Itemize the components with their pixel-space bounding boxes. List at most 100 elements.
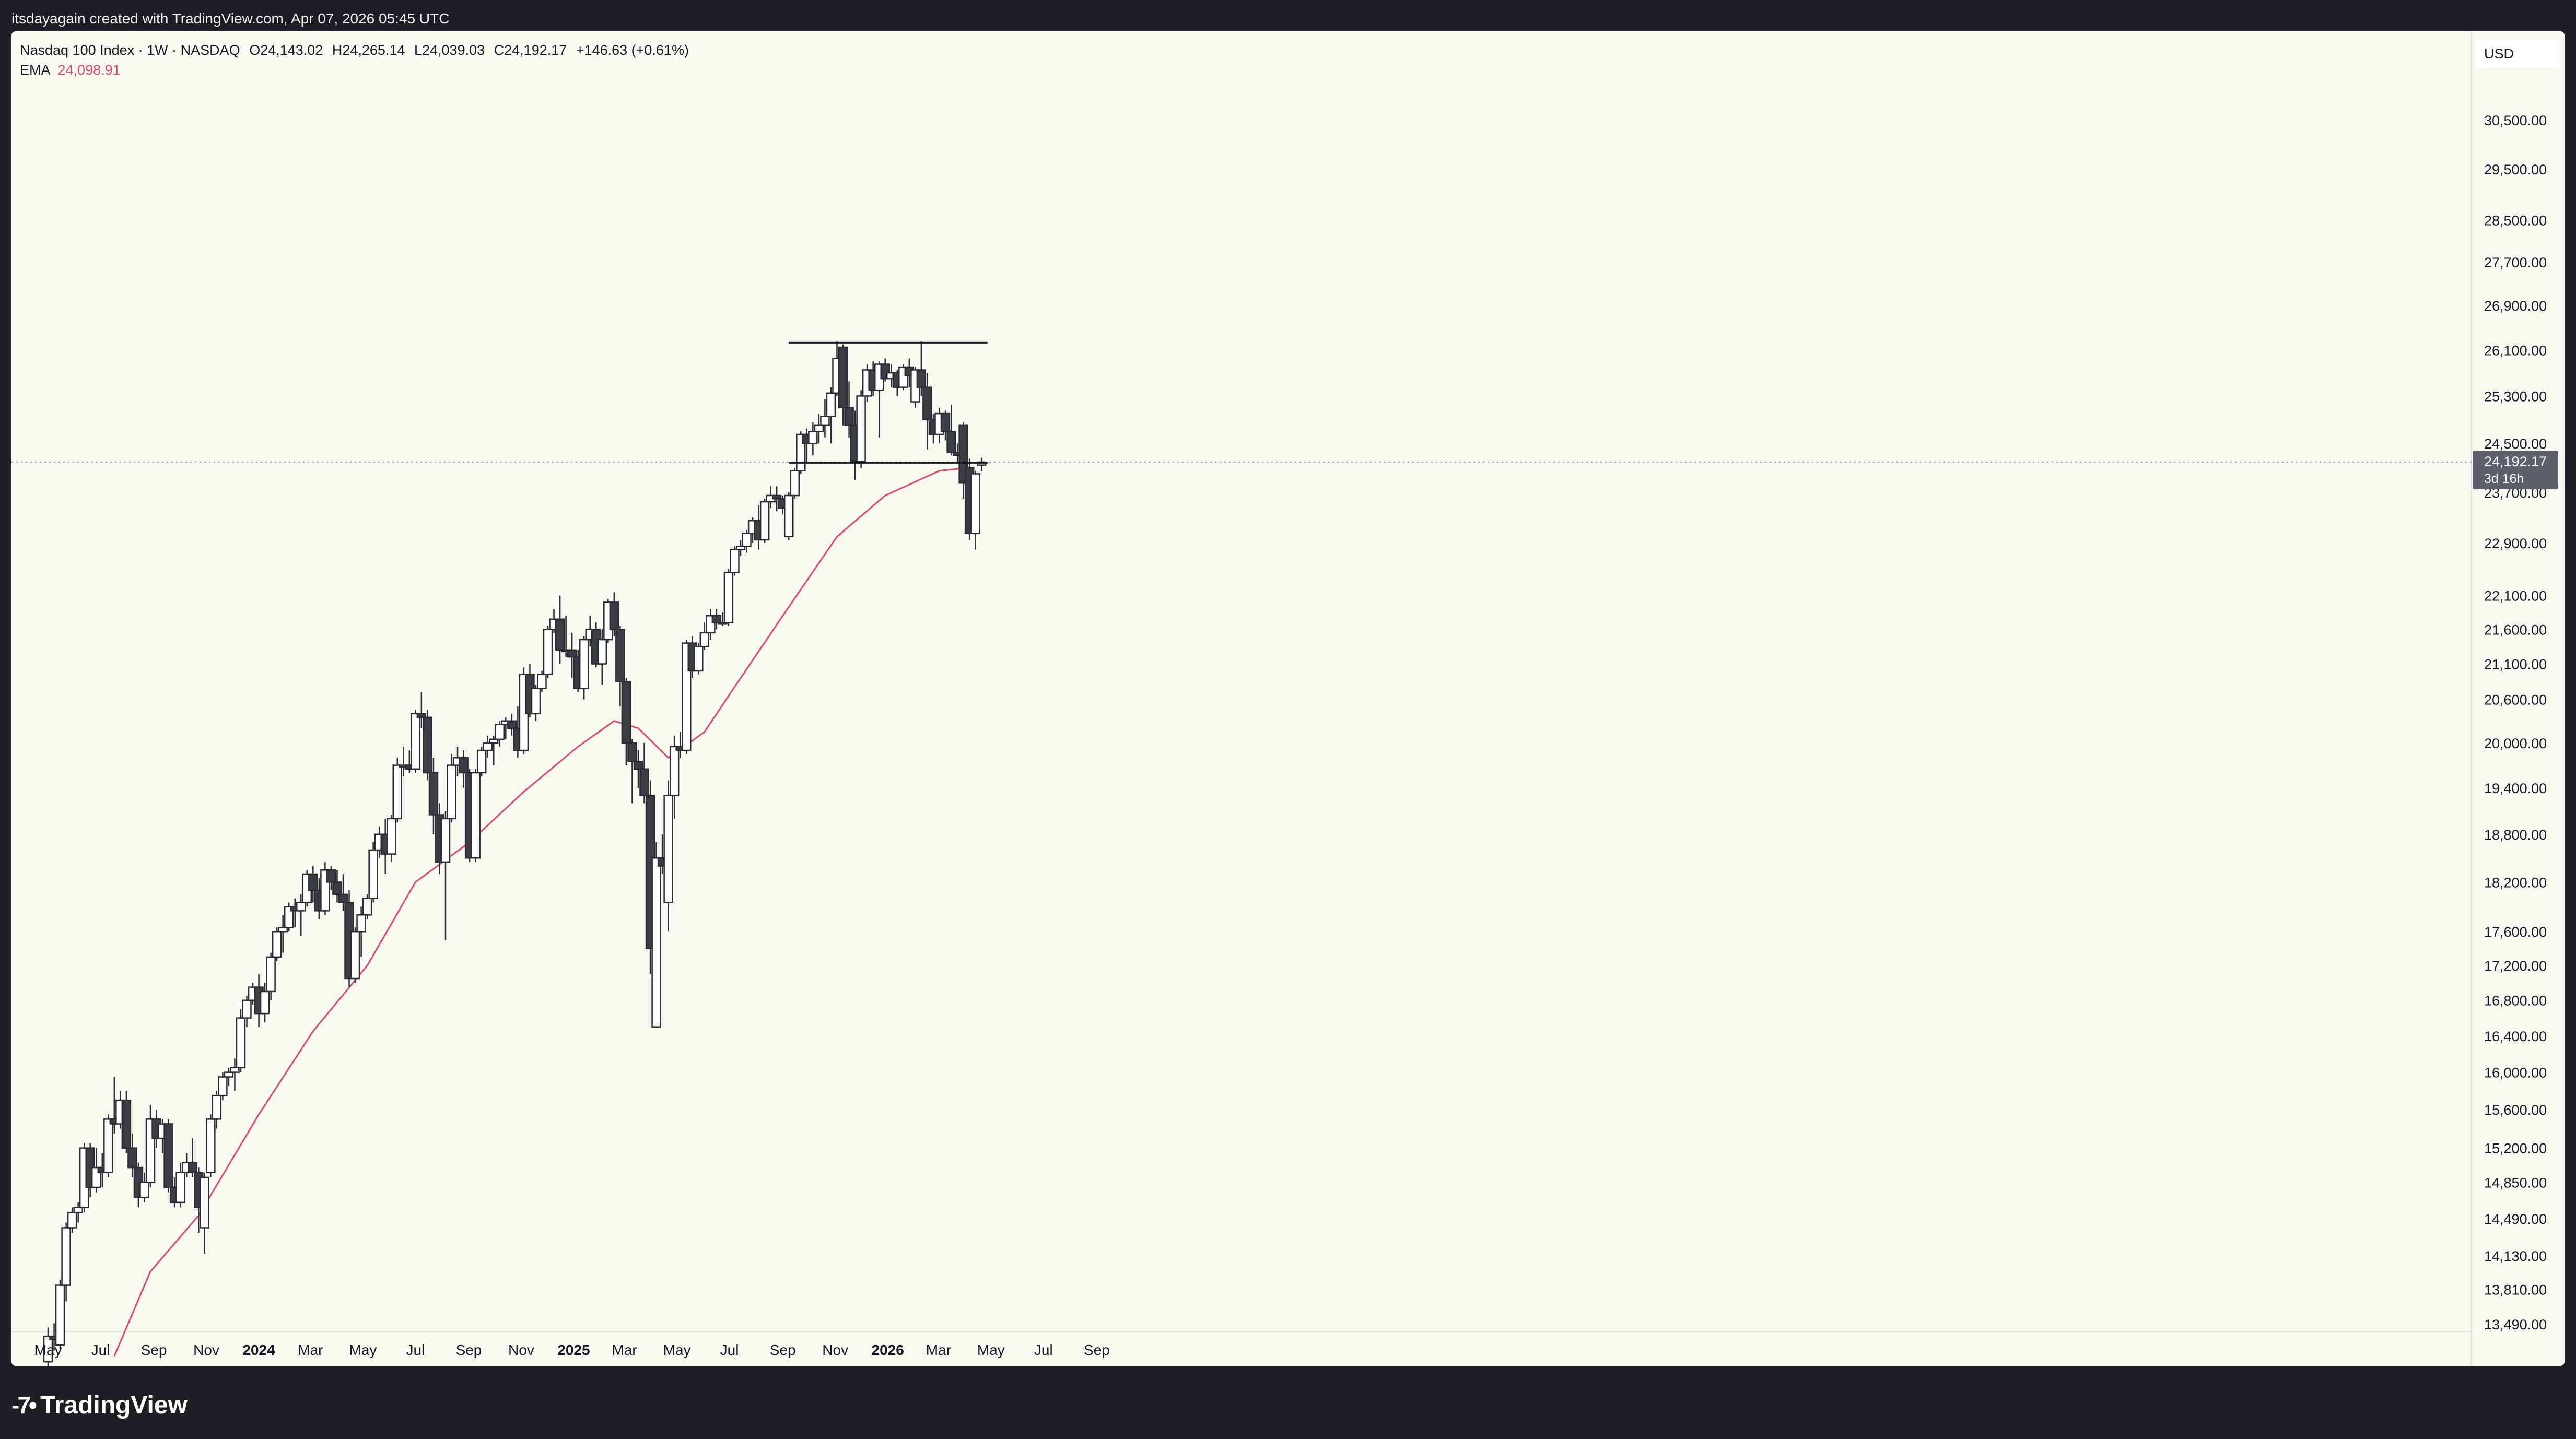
- price-tick-label: 26,900.00: [2484, 298, 2547, 314]
- time-tick-label: May: [349, 1342, 377, 1358]
- symbol-title[interactable]: Nasdaq 100 Index · 1W · NASDAQ: [20, 42, 240, 58]
- candle-body: [308, 873, 318, 891]
- candle-body: [206, 1118, 216, 1173]
- candle: [880, 358, 890, 382]
- candle-body: [579, 639, 589, 690]
- candle: [139, 1172, 149, 1202]
- candle-body: [356, 914, 366, 933]
- candle-body: [615, 629, 625, 682]
- candle: [922, 373, 932, 450]
- candle: [296, 894, 306, 936]
- candle-body: [103, 1118, 113, 1173]
- candle: [669, 735, 680, 819]
- candle: [567, 632, 577, 678]
- candle-body: [826, 392, 836, 418]
- candle: [735, 539, 746, 556]
- price-tick-label: 21,600.00: [2484, 622, 2547, 638]
- candle-body: [266, 956, 276, 993]
- candle: [537, 670, 547, 692]
- chart-panel[interactable]: 30,500.00 29,500.00 28,500.00 27,700.00 26,9…: [11, 31, 2565, 1366]
- currency-button[interactable]: USD: [2476, 40, 2559, 68]
- price-tick-label: 13,810.00: [2484, 1282, 2547, 1298]
- price-tick-label: 19,400.00: [2484, 781, 2547, 796]
- ohlc-low: L24,039.03: [414, 42, 485, 58]
- candles-group: [43, 341, 987, 1366]
- time-tick-label: Jul: [91, 1342, 110, 1358]
- time-tick-label: Sep: [1084, 1342, 1110, 1358]
- candle-body: [43, 1335, 53, 1363]
- time-tick-label: Mar: [612, 1342, 637, 1358]
- candle-body: [139, 1182, 149, 1198]
- indicator-legend[interactable]: EMA 24,098.91: [20, 60, 121, 80]
- time-tick-label: Jul: [1034, 1342, 1053, 1358]
- candle: [368, 842, 378, 903]
- candle-body: [856, 395, 866, 463]
- candle: [820, 398, 830, 438]
- candle-body: [633, 761, 643, 770]
- price-tick-label: 16,400.00: [2484, 1029, 2547, 1044]
- time-tick-label: May: [977, 1342, 1005, 1358]
- time-tick-label: Mar: [926, 1342, 951, 1358]
- candle: [350, 927, 360, 983]
- candle-body: [284, 906, 294, 928]
- candle: [597, 629, 607, 686]
- candle: [627, 739, 637, 804]
- candle-body: [242, 999, 252, 1019]
- candle-body: [483, 742, 493, 751]
- candle: [471, 769, 481, 862]
- candle-body: [368, 849, 378, 899]
- tradingview-logo[interactable]: ‑7• TradingView: [11, 1387, 188, 1423]
- candle: [266, 952, 276, 1000]
- price-tick-label: 17,600.00: [2484, 924, 2547, 940]
- candle: [278, 915, 288, 953]
- candle-body: [495, 724, 505, 740]
- candle: [224, 1067, 234, 1087]
- price-tick-label: 18,800.00: [2484, 827, 2547, 843]
- time-tick-label: Nov: [193, 1342, 219, 1358]
- candle-body: [609, 601, 619, 630]
- candle-body: [362, 898, 372, 916]
- candle-body: [783, 494, 794, 538]
- candlestick-chart[interactable]: 30,500.00 29,500.00 28,500.00 27,700.00 26,9…: [11, 31, 2565, 1366]
- time-tick-label: Nov: [822, 1342, 848, 1358]
- price-tick-label: 16,800.00: [2484, 993, 2547, 1009]
- time-tick-label: 2025: [557, 1342, 590, 1358]
- candle-body: [224, 1071, 234, 1078]
- candle: [555, 595, 565, 664]
- candle-body: [814, 424, 824, 432]
- candle-body: [459, 757, 469, 774]
- candle-body: [537, 674, 547, 690]
- candle: [230, 1058, 240, 1091]
- price-tick-label: 27,700.00: [2484, 255, 2547, 270]
- candle: [609, 592, 619, 636]
- candle: [723, 569, 734, 626]
- price-tick-label: 26,100.00: [2484, 343, 2547, 358]
- candle-body: [742, 533, 752, 547]
- time-tick-label: Nov: [508, 1342, 534, 1358]
- symbol-legend: Nasdaq 100 Index · 1W · NASDAQ O24,143.0…: [20, 40, 694, 61]
- candle: [615, 626, 625, 707]
- candle: [386, 815, 396, 862]
- candle: [844, 381, 854, 438]
- last-price-label-box: [2473, 450, 2558, 489]
- candle: [826, 387, 836, 444]
- candle: [488, 735, 499, 765]
- candle: [43, 1327, 53, 1366]
- candle-body: [163, 1123, 173, 1188]
- candle: [423, 710, 432, 781]
- ema-value: 24,098.91: [57, 62, 121, 78]
- time-tick-label: May: [663, 1342, 691, 1358]
- candle: [218, 1072, 228, 1101]
- price-tick-label: 29,500.00: [2484, 162, 2547, 178]
- last-price-label: 24,192.17: [2484, 454, 2547, 469]
- candle: [145, 1105, 156, 1188]
- candle-body: [940, 412, 951, 432]
- last-price-marker: 24,192.17 3d 16h: [2473, 450, 2558, 489]
- candle-body: [838, 346, 848, 409]
- candle-body: [808, 430, 818, 444]
- candle: [212, 1091, 222, 1129]
- candle-body: [260, 990, 270, 1015]
- price-tick-label: 22,100.00: [2484, 588, 2547, 604]
- candle: [711, 609, 722, 630]
- candle: [411, 710, 420, 773]
